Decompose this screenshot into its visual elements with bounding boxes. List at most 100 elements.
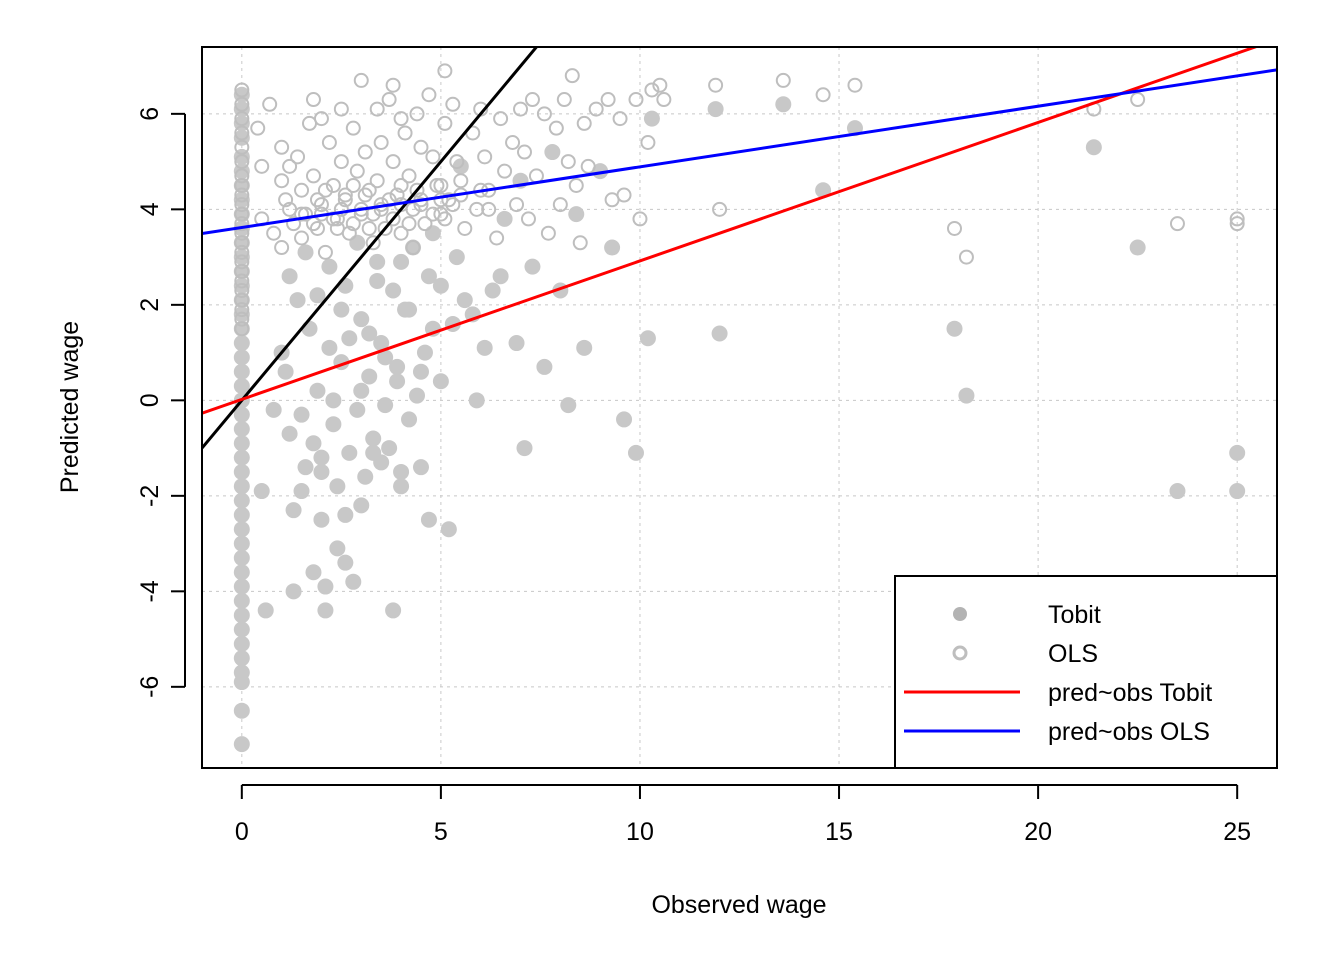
tobit-point — [337, 506, 354, 523]
ols-point — [234, 111, 250, 127]
ols-point — [325, 177, 341, 193]
tobit-point — [369, 272, 386, 289]
tobit-point — [233, 506, 250, 523]
ols-point — [417, 216, 433, 232]
ols-point — [481, 201, 497, 217]
ols-point — [564, 68, 580, 84]
ols-point — [329, 220, 345, 236]
tobit-point — [289, 292, 306, 309]
ols-point — [1229, 211, 1245, 227]
fit-lines — [202, 47, 1277, 450]
ols-point — [560, 154, 576, 170]
ols-point — [234, 292, 250, 308]
tobit-point — [381, 440, 398, 457]
ols-point — [524, 92, 540, 108]
ols-point — [337, 187, 353, 203]
ols-point — [405, 240, 421, 256]
ols-point — [373, 134, 389, 150]
tobit-point — [958, 387, 975, 404]
tobit-point — [233, 435, 250, 452]
legend-tobit-marker — [953, 607, 967, 621]
tobit-point — [233, 378, 250, 395]
ols-point — [234, 235, 250, 251]
tobit-point — [389, 358, 406, 375]
tobit-point — [233, 335, 250, 352]
y-tick-label-2: 2 — [136, 298, 164, 312]
ols-point — [290, 149, 306, 165]
ols-point — [413, 139, 429, 155]
tobit-point — [365, 444, 382, 461]
tobit-point — [233, 635, 250, 652]
ols-point — [337, 192, 353, 208]
ols-point — [393, 225, 409, 241]
tobit-point — [337, 554, 354, 571]
ols-point — [274, 240, 290, 256]
ols-point — [234, 302, 250, 318]
tobit-point — [341, 330, 358, 347]
ols-point — [234, 254, 250, 270]
ols-point — [234, 206, 250, 222]
ols-point — [262, 96, 278, 112]
ols-point — [493, 111, 509, 127]
ols-point — [644, 82, 660, 98]
ols-point — [708, 77, 724, 93]
ols-point — [652, 77, 668, 93]
tobit-point — [560, 397, 577, 414]
ols-point — [357, 187, 373, 203]
ols-point — [305, 168, 321, 184]
tobit-point — [353, 382, 370, 399]
ols-point — [536, 106, 552, 122]
tobit-point — [544, 144, 561, 161]
ols-point — [234, 139, 250, 155]
tobit-point — [233, 592, 250, 609]
tobit-point — [233, 535, 250, 552]
tobit-point — [576, 339, 593, 356]
tobit-point — [325, 416, 342, 433]
tobit-point — [317, 602, 334, 619]
tobit-point — [1129, 239, 1146, 256]
data-points — [233, 63, 1246, 753]
tobit-point — [456, 292, 473, 309]
tobit-fit-line — [202, 47, 1260, 415]
ols-point — [234, 168, 250, 184]
x-tick-label-10: 10 — [626, 818, 654, 846]
tobit-point — [309, 287, 326, 304]
ols-point — [847, 77, 863, 93]
tobit-point — [233, 549, 250, 566]
ols-point — [497, 163, 513, 179]
tobit-point — [329, 478, 346, 495]
y-tick-label-0: 0 — [136, 393, 164, 407]
ols-point — [274, 173, 290, 189]
ols-point — [445, 197, 461, 213]
tobit-point — [341, 444, 358, 461]
tobit-point — [1229, 444, 1246, 461]
tobit-point — [393, 478, 410, 495]
tobit-point — [301, 320, 318, 337]
ols-point — [250, 120, 266, 136]
tobit-point — [357, 468, 374, 485]
ols-point — [294, 182, 310, 198]
tobit-point — [420, 268, 437, 285]
ols-point — [548, 120, 564, 136]
ols-point — [385, 77, 401, 93]
tobit-point — [297, 244, 314, 261]
tobit-point — [285, 502, 302, 519]
ols-point — [234, 244, 250, 260]
legend-tobit-label: Tobit — [1048, 601, 1101, 629]
tobit-point — [285, 583, 302, 600]
ols-point — [489, 230, 505, 246]
tobit-point — [233, 306, 250, 323]
legend-tobit-line-label: pred~obs Tobit — [1048, 679, 1212, 707]
tobit-point — [946, 320, 963, 337]
ols-point — [309, 220, 325, 236]
tobit-point — [233, 363, 250, 380]
ols-point — [365, 235, 381, 251]
ols-point — [333, 101, 349, 117]
tobit-point — [707, 101, 724, 118]
tobit-point — [325, 392, 342, 409]
tobit-point — [233, 492, 250, 509]
ols-point — [234, 263, 250, 279]
ols-point — [469, 201, 485, 217]
tobit-point — [233, 578, 250, 595]
